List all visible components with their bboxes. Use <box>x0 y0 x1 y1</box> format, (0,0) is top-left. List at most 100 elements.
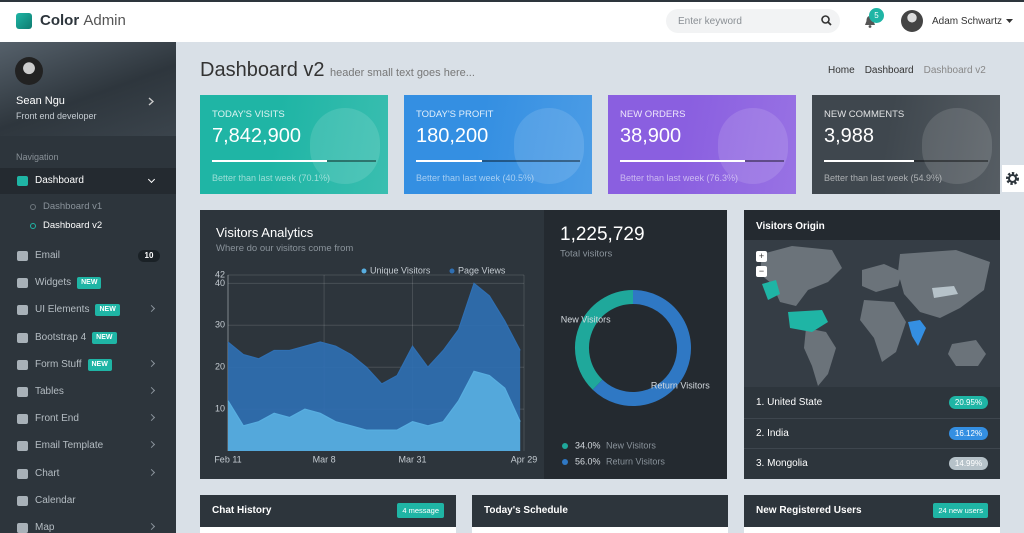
top-bar <box>0 0 1024 42</box>
zoom-in[interactable]: + <box>756 251 767 262</box>
search-icon[interactable] <box>821 15 832 26</box>
nav-item[interactable]: Map <box>35 522 55 533</box>
nav-item[interactable]: Widgets <box>35 277 72 289</box>
nav-icon <box>17 441 28 452</box>
brand-light: Admin <box>83 12 126 29</box>
land <box>860 300 906 362</box>
nav-subitem-dot <box>30 204 36 210</box>
brand[interactable]: Color Admin <box>40 12 126 29</box>
user-avatar[interactable] <box>901 10 923 32</box>
theme-panel-toggle[interactable] <box>1002 165 1024 192</box>
stat-progress-bar <box>212 160 327 162</box>
gear-icon[interactable] <box>1005 171 1020 186</box>
stat-progress-bar <box>824 160 915 162</box>
origin-header <box>744 210 1000 240</box>
stat-progress-bar <box>416 160 483 162</box>
x-tick-label: Apr 29 <box>511 454 538 464</box>
stat-value: 38,900 <box>620 125 682 147</box>
country-badge: 16.12% <box>949 426 988 440</box>
area-line <box>227 370 521 431</box>
land <box>948 340 986 366</box>
stat-note: Better than last week (40.5%) <box>416 173 535 183</box>
breadcrumb-item[interactable]: Home <box>828 65 855 76</box>
land <box>898 250 990 318</box>
nav-item[interactable]: Tables <box>35 386 64 397</box>
legend-marker <box>562 443 568 449</box>
stat-label: NEW ORDERS <box>620 109 686 120</box>
nav-icon <box>17 387 28 397</box>
user-name[interactable]: Adam Schwartz <box>932 16 1003 27</box>
profile-role: Front end developer <box>16 111 97 121</box>
x-tick-label: Feb 11 <box>214 454 241 464</box>
panel-title: Chat History <box>212 505 272 516</box>
panel-title: New Registered Users <box>756 505 862 516</box>
analytics-subtitle: Where do our visitors come from <box>216 243 354 254</box>
total-value: 1,225,729 <box>560 224 645 245</box>
country-mongolia <box>932 286 958 298</box>
nav-item[interactable]: Form Stuff <box>35 358 82 370</box>
nav-icon <box>17 523 28 533</box>
stat-note: Better than last week (70.1%) <box>212 173 331 183</box>
area-fill <box>228 283 521 451</box>
world-map <box>744 240 1000 387</box>
nav-icon <box>17 176 28 186</box>
legend-marker <box>361 268 367 274</box>
y-tick-label: 42 <box>215 269 225 279</box>
nav-subitem[interactable]: Dashboard v1 <box>43 201 103 212</box>
panel-badge: 4 message <box>397 503 444 518</box>
stat-label: TODAY'S PROFIT <box>416 109 494 120</box>
stat-value: 180,200 <box>416 125 489 147</box>
profile-name[interactable]: Sean Ngu <box>16 95 65 107</box>
stat-card <box>608 95 796 194</box>
nav-tag: NEW <box>95 304 120 317</box>
y-tick-label: 20 <box>215 362 225 372</box>
total-label: Total visitors <box>560 249 613 260</box>
nav-tag: NEW <box>77 277 102 290</box>
nav-item[interactable]: Front End <box>35 413 79 425</box>
nav-icon <box>17 305 28 316</box>
nav-icon <box>17 332 28 343</box>
nav-count: 10 <box>138 250 160 262</box>
nav-item[interactable]: Chart <box>35 467 60 479</box>
area-fill <box>228 371 521 451</box>
profile-arrow[interactable] <box>148 97 154 106</box>
x-tick-label: Mar 8 <box>313 454 336 464</box>
stat-card <box>404 95 592 194</box>
legend-label: New Visitors <box>606 440 656 450</box>
search-box[interactable] <box>666 9 840 33</box>
nav-active-bg <box>0 168 176 194</box>
nav-header: Navigation <box>16 152 59 162</box>
stat-value: 7,842,900 <box>212 125 301 147</box>
y-tick-label: 40 <box>215 278 225 288</box>
nav-item[interactable]: Email Template <box>35 440 104 452</box>
y-tick-label: 30 <box>215 320 225 330</box>
nav-item[interactable]: Email <box>35 250 61 261</box>
breadcrumb-item[interactable]: Dashboard <box>864 65 914 76</box>
x-tick-label: Mar 31 <box>399 454 427 464</box>
nav-tag: NEW <box>92 331 117 344</box>
stat-note: Better than last week (54.9%) <box>824 173 943 183</box>
row-separator <box>744 417 1000 419</box>
legend-marker <box>562 459 568 465</box>
panel-badge: 24 new users <box>933 503 988 518</box>
stat-card-icon <box>922 108 992 184</box>
nav-icon <box>17 278 28 289</box>
donut-chart: 1,225,729 Total visitors New Visitors 34.0%… <box>560 224 710 466</box>
nav-item[interactable]: UI Elements <box>35 304 90 316</box>
nav-item[interactable]: Bootstrap 4 <box>35 331 87 343</box>
area-line <box>227 282 521 385</box>
nav-item[interactable]: Calendar <box>35 494 76 506</box>
caret <box>1006 19 1013 23</box>
land <box>760 246 842 306</box>
total-panel <box>544 210 727 479</box>
nav-item[interactable]: Dashboard <box>35 175 84 186</box>
stat-card-icon <box>310 108 380 184</box>
nav-icon <box>17 251 28 261</box>
nav-subitem[interactable]: Dashboard v2 <box>43 220 103 231</box>
legend-value: 56.0% <box>575 456 601 466</box>
donut-segment <box>592 290 691 406</box>
stat-progress-track <box>416 160 580 162</box>
zoom-out[interactable]: − <box>756 266 767 277</box>
country-name: 1. United State <box>756 397 823 408</box>
